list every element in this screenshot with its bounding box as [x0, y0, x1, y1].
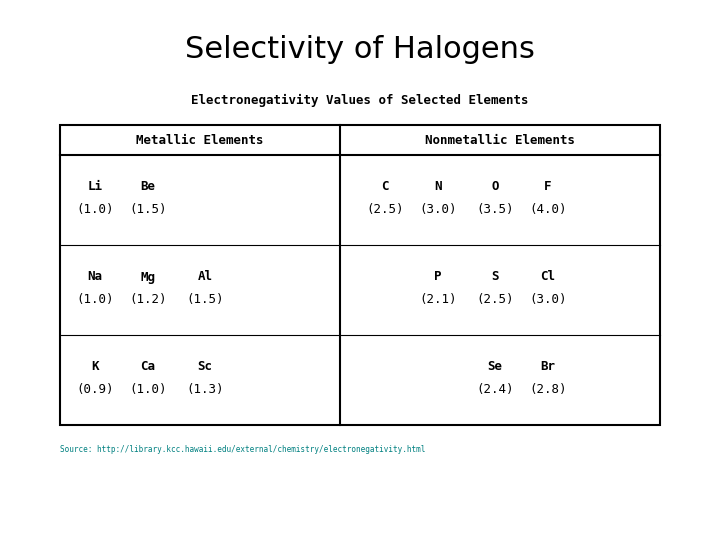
Text: (0.9): (0.9) [76, 382, 114, 395]
Text: N: N [434, 180, 442, 193]
Text: P: P [434, 271, 442, 284]
Text: (1.0): (1.0) [76, 293, 114, 306]
Text: (2.5): (2.5) [366, 202, 404, 215]
Text: (1.0): (1.0) [130, 382, 167, 395]
Text: Al: Al [197, 271, 212, 284]
Text: (2.4): (2.4) [476, 382, 514, 395]
Text: Mg: Mg [140, 271, 156, 284]
Text: O: O [491, 180, 499, 193]
Text: (2.8): (2.8) [529, 382, 567, 395]
Text: (1.2): (1.2) [130, 293, 167, 306]
Text: (3.0): (3.0) [529, 293, 567, 306]
Text: (1.3): (1.3) [186, 382, 224, 395]
Text: K: K [91, 361, 99, 374]
Text: (1.5): (1.5) [186, 293, 224, 306]
Text: Se: Se [487, 361, 503, 374]
Bar [60, 125, 660, 425]
Text: Electronegativity Values of Selected Elements: Electronegativity Values of Selected Ele… [192, 93, 528, 106]
Text: Source: http://library.kcc.hawaii.edu/external/chemistry/electronegativity.html: Source: http://library.kcc.hawaii.edu/ex… [60, 446, 426, 455]
Text: (1.5): (1.5) [130, 202, 167, 215]
Text: Ca: Ca [140, 361, 156, 374]
Text: Sc: Sc [197, 361, 212, 374]
Text: Li: Li [88, 180, 102, 193]
Text: S: S [491, 271, 499, 284]
Text: Selectivity of Halogens: Selectivity of Halogens [185, 36, 535, 64]
Text: (3.5): (3.5) [476, 202, 514, 215]
Text: (1.0): (1.0) [76, 202, 114, 215]
Text: (2.5): (2.5) [476, 293, 514, 306]
Text: Cl: Cl [541, 271, 556, 284]
Text: (3.0): (3.0) [419, 202, 456, 215]
Text: Na: Na [88, 271, 102, 284]
Text: F: F [544, 180, 552, 193]
Text: C: C [382, 180, 389, 193]
Text: Br: Br [541, 361, 556, 374]
Text: Metallic Elements: Metallic Elements [136, 133, 264, 146]
Text: (2.1): (2.1) [419, 293, 456, 306]
Text: (4.0): (4.0) [529, 202, 567, 215]
Text: Be: Be [140, 180, 156, 193]
Text: Nonmetallic Elements: Nonmetallic Elements [425, 133, 575, 146]
